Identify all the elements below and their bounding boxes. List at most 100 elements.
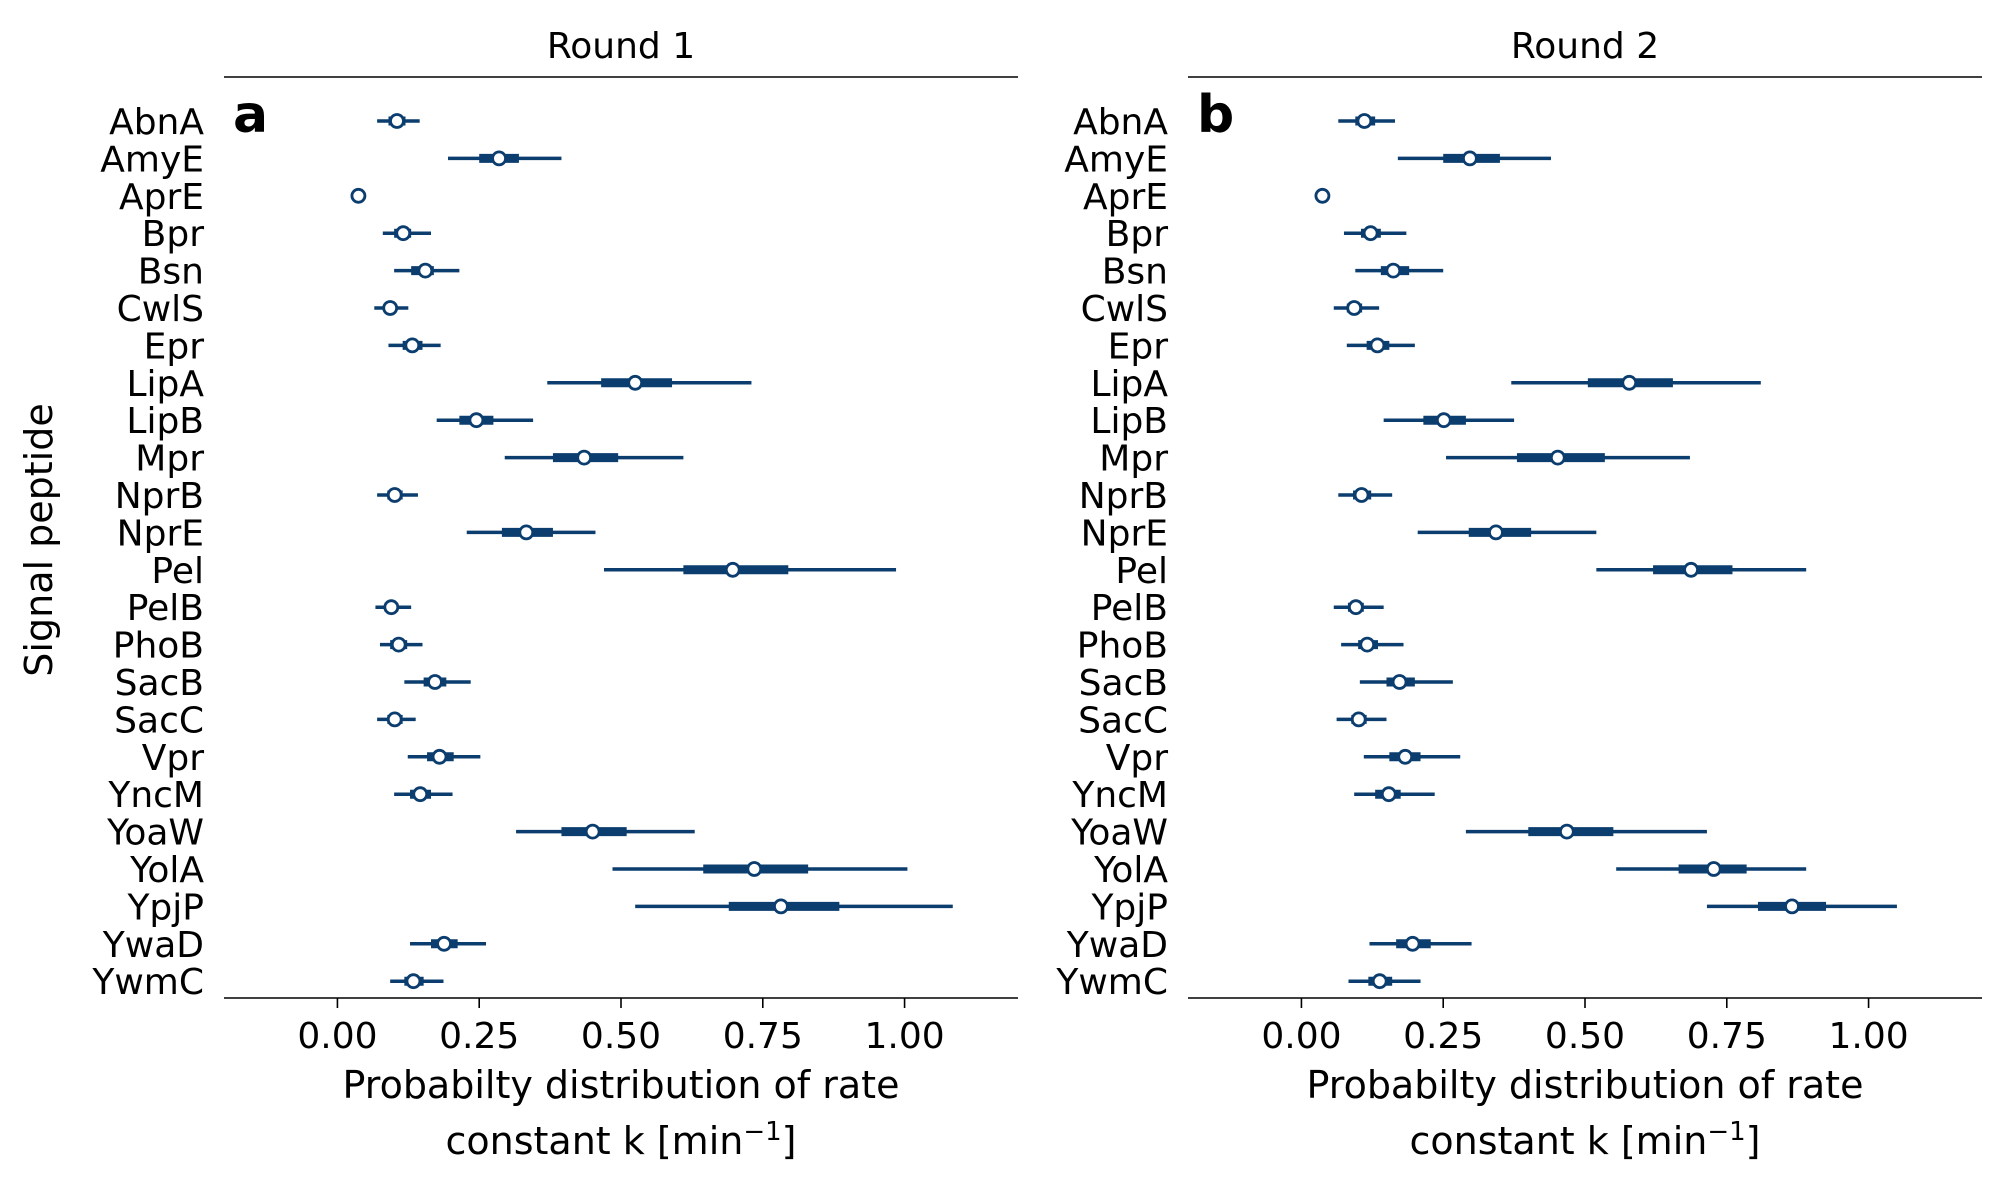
median-point [724, 561, 741, 578]
x-axis-label-line1: Probabilty distribution of rate [1307, 1063, 1864, 1107]
median-point [1391, 674, 1408, 690]
y-tick-label: Pel [1115, 551, 1168, 592]
median-point [1705, 861, 1722, 877]
median-point [431, 748, 448, 765]
y-tick-label: SacB [1079, 663, 1168, 704]
y-tick-label: AmyE [1064, 139, 1168, 180]
y-tick-label: SacC [1078, 700, 1168, 741]
median-point [1784, 898, 1800, 915]
median-point [1353, 487, 1370, 503]
y-tick-label: Mpr [1099, 439, 1168, 480]
median-point [404, 337, 421, 354]
median-point [491, 150, 507, 167]
y-tick-label: NprB [115, 476, 204, 517]
median-point [1369, 337, 1386, 354]
median-point [773, 898, 789, 915]
y-tick-label: SacC [114, 700, 204, 741]
x-axis-label-line2: constant k [min−1] [446, 1117, 797, 1163]
y-tick-label: YwmC [1055, 962, 1168, 1003]
x-tick-label: 1.00 [864, 1016, 944, 1057]
median-point [1350, 711, 1367, 728]
y-tick-label: NprE [1081, 513, 1168, 554]
y-axis-label: Signal peptide [17, 403, 61, 676]
y-tick-label: YolA [129, 850, 204, 891]
x-tick-label: 0.75 [723, 1016, 803, 1057]
y-tick-label: YolA [1093, 850, 1168, 891]
y-tick-label: Bsn [138, 252, 204, 293]
y-tick-label: YoaW [106, 813, 204, 854]
y-tick-label: YncM [107, 775, 204, 816]
y-tick-label: AprE [1083, 177, 1168, 218]
y-tick-label: NprE [117, 513, 204, 554]
median-point [405, 973, 422, 990]
median-point [417, 262, 434, 279]
median-point [1356, 113, 1373, 129]
y-tick-label: Epr [144, 326, 205, 367]
median-point [1371, 973, 1388, 990]
median-point [468, 412, 485, 429]
y-tick-label: AprE [119, 177, 204, 218]
median-point [1346, 300, 1363, 316]
median-point [395, 225, 412, 242]
x-axis-label-line1: Probabilty distribution of rate [343, 1063, 900, 1107]
median-point [1558, 823, 1575, 840]
y-tick-label: LipA [126, 364, 204, 405]
median-point [1488, 524, 1504, 541]
y-tick-label: PhoB [113, 626, 204, 667]
y-tick-label: AmyE [100, 139, 204, 180]
y-tick-label: PelB [127, 588, 204, 629]
median-point [1404, 935, 1421, 952]
panel-round-2: Round 2 b 0.00 0.25 0.50 0.75 1.00 Probabilty d… [1055, 26, 1982, 1163]
x-tick-label: 0.25 [439, 1016, 519, 1057]
median-point [350, 187, 367, 204]
median-point [1397, 748, 1414, 765]
x-tick-label: 0.25 [1403, 1016, 1483, 1057]
median-point [576, 449, 593, 466]
median-point [389, 113, 405, 129]
median-point [627, 374, 644, 391]
y-tick-label: Bsn [1102, 252, 1168, 293]
median-point [1359, 636, 1376, 653]
panel-label: b [1197, 85, 1234, 145]
median-point [1621, 374, 1638, 391]
x-tick-label: 0.75 [1687, 1016, 1767, 1057]
median-point [412, 786, 429, 803]
y-tick-label: LipB [1090, 401, 1168, 442]
x-tick-label: 1.00 [1828, 1016, 1908, 1057]
median-point [1347, 599, 1364, 616]
y-tick-label: Bpr [142, 214, 205, 255]
y-tick-label: PhoB [1077, 626, 1168, 667]
y-tick-label: YwaD [1066, 925, 1168, 966]
median-point [1385, 262, 1402, 279]
x-tick-label: 0.50 [1545, 1016, 1625, 1057]
y-tick-label: SacB [115, 663, 204, 704]
median-point [382, 300, 399, 316]
y-tick-label: YpjP [1090, 887, 1168, 928]
y-tick-label: Pel [151, 551, 204, 592]
panel-round-1: Round 1 a 0.00 0.25 0.50 0.75 1.00 Probabilty d… [91, 26, 1018, 1163]
panel-label: a [233, 85, 268, 145]
y-tick-label: CwlS [117, 289, 204, 330]
median-point [746, 861, 763, 877]
y-tick-label: LipA [1090, 364, 1168, 405]
median-point [1314, 187, 1331, 204]
panel-title: Round 1 [547, 26, 695, 67]
y-tick-label: YoaW [1070, 813, 1168, 854]
median-point [383, 599, 400, 616]
y-tick-label: YwaD [102, 925, 204, 966]
panel-title: Round 2 [1511, 26, 1659, 67]
x-tick-label: 0.00 [1261, 1016, 1341, 1057]
median-point [518, 524, 535, 541]
y-tick-label: Bpr [1106, 214, 1169, 255]
median-point [1549, 449, 1566, 466]
y-tick-label: Vpr [142, 738, 204, 779]
median-point [1380, 786, 1397, 803]
median-point [1461, 150, 1478, 167]
y-tick-label: AbnA [109, 102, 204, 143]
median-point [386, 711, 403, 728]
y-tick-label: YpjP [126, 887, 204, 928]
y-tick-label: NprB [1079, 476, 1168, 517]
y-tick-label: PelB [1091, 588, 1168, 629]
median-point [386, 487, 403, 503]
